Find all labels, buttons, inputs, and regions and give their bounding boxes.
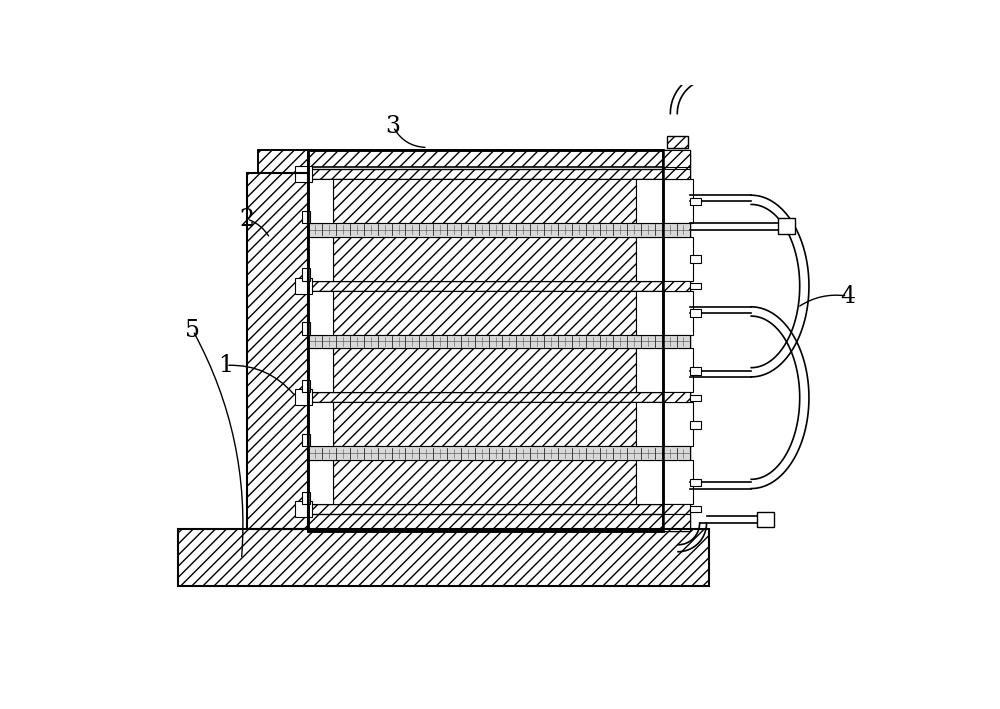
- Bar: [308, 150, 663, 531]
- Bar: [308, 291, 333, 335]
- Bar: [690, 255, 701, 263]
- Bar: [302, 380, 310, 392]
- Bar: [663, 460, 693, 504]
- Bar: [636, 291, 663, 335]
- Bar: [308, 504, 663, 514]
- Bar: [663, 150, 690, 531]
- Bar: [663, 348, 693, 392]
- Bar: [295, 389, 312, 406]
- Bar: [308, 150, 663, 167]
- Bar: [690, 367, 701, 374]
- Bar: [663, 150, 690, 167]
- Bar: [302, 322, 310, 335]
- Bar: [700, 63, 717, 75]
- Bar: [636, 348, 663, 392]
- Text: 2: 2: [239, 208, 254, 230]
- Bar: [663, 504, 690, 514]
- Bar: [663, 223, 690, 237]
- Bar: [333, 402, 636, 446]
- Bar: [663, 179, 693, 223]
- Bar: [636, 402, 663, 446]
- Bar: [663, 392, 690, 402]
- Bar: [636, 460, 663, 504]
- Bar: [302, 491, 310, 504]
- Bar: [302, 211, 310, 223]
- Bar: [757, 512, 774, 527]
- Bar: [690, 479, 701, 486]
- Bar: [663, 291, 693, 335]
- Bar: [690, 309, 701, 317]
- Bar: [663, 281, 690, 291]
- Bar: [663, 237, 693, 281]
- Bar: [308, 150, 663, 531]
- Bar: [295, 501, 312, 517]
- Bar: [663, 514, 690, 531]
- Bar: [636, 237, 663, 281]
- Bar: [308, 169, 663, 179]
- Bar: [308, 179, 333, 223]
- Bar: [308, 460, 333, 504]
- Bar: [663, 446, 690, 460]
- Bar: [302, 268, 310, 281]
- Bar: [333, 179, 636, 223]
- Bar: [302, 434, 310, 446]
- Bar: [308, 237, 333, 281]
- Bar: [663, 335, 690, 348]
- Bar: [247, 173, 308, 529]
- Bar: [308, 223, 663, 237]
- Bar: [178, 529, 709, 586]
- Bar: [333, 237, 636, 281]
- Bar: [247, 173, 308, 529]
- Text: 3: 3: [386, 115, 401, 138]
- Bar: [690, 198, 701, 205]
- Bar: [690, 506, 701, 513]
- Bar: [295, 278, 312, 294]
- Bar: [308, 335, 663, 348]
- Bar: [308, 514, 663, 531]
- Bar: [258, 150, 308, 173]
- Bar: [333, 348, 636, 392]
- Bar: [308, 348, 333, 392]
- Text: 5: 5: [185, 319, 200, 342]
- Bar: [308, 281, 663, 291]
- Text: 1: 1: [218, 354, 234, 377]
- Bar: [663, 402, 693, 446]
- Bar: [778, 218, 795, 234]
- Bar: [333, 460, 636, 504]
- Bar: [666, 136, 688, 148]
- Bar: [690, 283, 701, 289]
- Bar: [636, 179, 663, 223]
- Bar: [690, 421, 701, 428]
- Bar: [308, 392, 663, 402]
- Bar: [663, 169, 690, 179]
- Bar: [295, 166, 312, 182]
- Bar: [258, 150, 308, 173]
- Bar: [333, 291, 636, 335]
- Bar: [308, 446, 663, 460]
- Bar: [308, 402, 333, 446]
- Text: 4: 4: [840, 284, 855, 308]
- Bar: [178, 529, 709, 586]
- Bar: [690, 395, 701, 401]
